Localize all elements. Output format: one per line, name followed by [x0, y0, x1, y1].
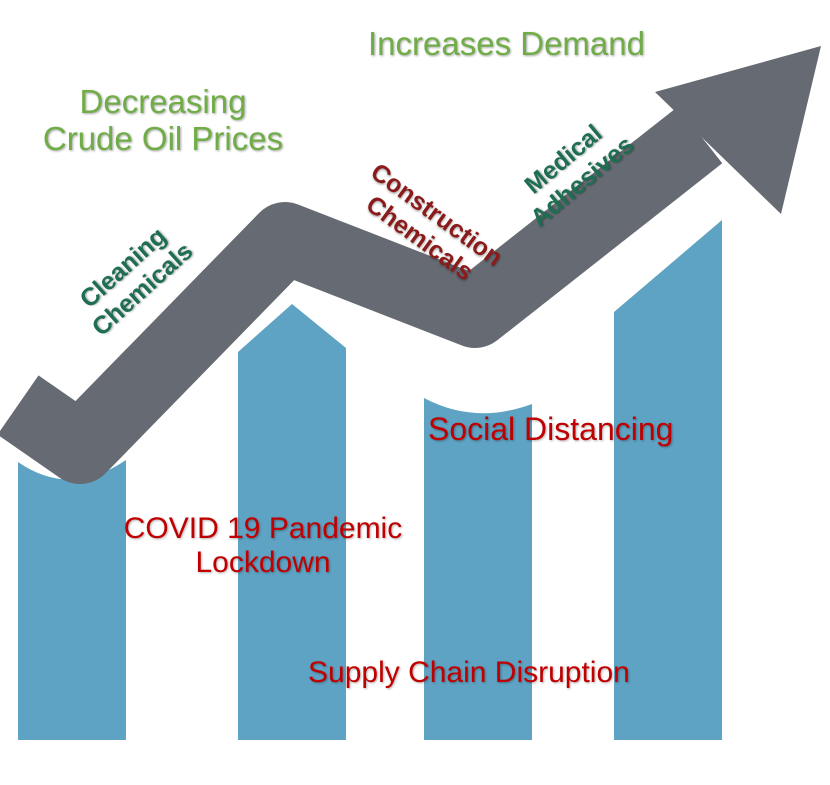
- decreasing-prices-line2: Crude Oil Prices: [42, 119, 284, 157]
- trend-arrow-shaft: [0, 106, 723, 484]
- supply-chain-label: Supply Chain Disruption: [308, 656, 630, 689]
- decreasing-prices-line1: Decreasing: [79, 83, 247, 120]
- bar-2: [238, 304, 346, 740]
- trend-arrow: [0, 46, 821, 484]
- bar-3: [424, 398, 532, 740]
- bar-1: [18, 460, 126, 740]
- covid-lockdown-label: COVID 19 Pandemic Lockdown: [108, 512, 418, 579]
- covid-line1: COVID 19 Pandemic: [123, 512, 403, 545]
- bar-4: [614, 220, 722, 740]
- decreasing-prices-label: Decreasing Crude Oil Prices: [28, 83, 298, 158]
- trend-arrow-head: [655, 46, 821, 214]
- social-distancing-label: Social Distancing: [428, 411, 674, 447]
- covid-line2: Lockdown: [195, 545, 331, 579]
- increases-demand-label: Increases Demand: [368, 25, 645, 62]
